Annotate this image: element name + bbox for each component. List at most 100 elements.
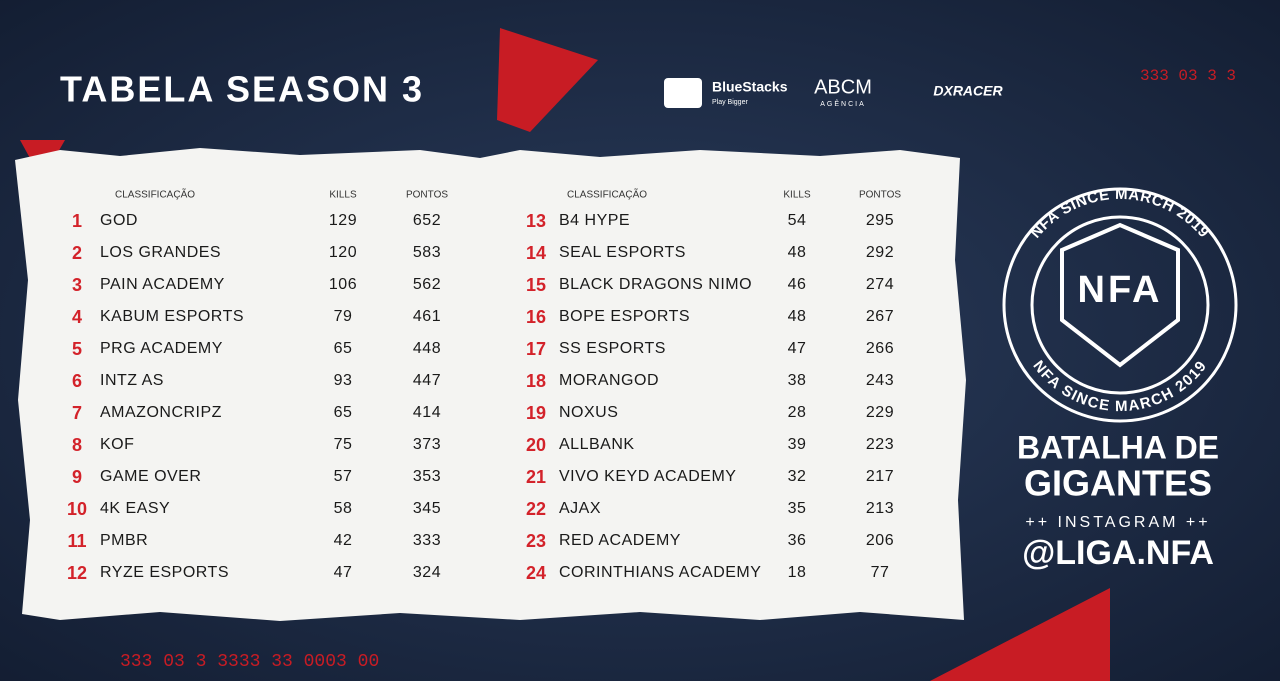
team-name: GOD: [100, 212, 138, 229]
promo-line: GIGANTES: [1024, 463, 1212, 504]
rank: 14: [526, 243, 546, 263]
rank: 10: [67, 499, 87, 519]
sponsor: DXRACER: [933, 83, 1003, 99]
badge-ring: [1030, 215, 1210, 395]
rank: 13: [526, 211, 546, 231]
points: 77: [871, 564, 890, 581]
promo-handle: @LIGA.NFA: [1022, 534, 1214, 572]
kills: 58: [334, 500, 353, 517]
kills: 54: [788, 212, 807, 229]
rank: 5: [72, 339, 82, 359]
kills: 18: [788, 564, 807, 581]
kills: 47: [788, 340, 807, 357]
points: 266: [866, 340, 894, 357]
kills: 35: [788, 500, 807, 517]
team-name: RYZE ESPORTS: [100, 564, 229, 581]
team-name: BOPE ESPORTS: [559, 308, 690, 325]
kills: 38: [788, 372, 807, 389]
points: 345: [413, 500, 441, 517]
rank: 16: [526, 307, 546, 327]
rank: 21: [526, 467, 546, 487]
column-header: KILLS: [329, 190, 357, 201]
team-name: NOXUS: [559, 404, 618, 421]
kills: 42: [334, 532, 353, 549]
team-name: BLACK DRAGONS NIMO: [559, 276, 752, 293]
team-name: LOS GRANDES: [100, 244, 221, 261]
points: 461: [413, 308, 441, 325]
team-name: MORANGOD: [559, 372, 659, 389]
kills: 39: [788, 436, 807, 453]
points: 652: [413, 212, 441, 229]
rank: 18: [526, 371, 546, 391]
team-name: PAIN ACADEMY: [100, 276, 225, 293]
points: 217: [866, 468, 894, 485]
rank: 3: [72, 275, 82, 295]
paper-panel: [15, 148, 966, 621]
code-text: 333 03 3 3: [1140, 67, 1236, 85]
title: TABELA SEASON 3: [60, 69, 424, 110]
kills: 65: [334, 340, 353, 357]
rank: 8: [72, 435, 82, 455]
sponsor-tagline: Play Bigger: [712, 99, 748, 106]
kills: 75: [334, 436, 353, 453]
points: 414: [413, 404, 441, 421]
points: 267: [866, 308, 894, 325]
kills: 48: [788, 244, 807, 261]
kills: 65: [334, 404, 353, 421]
kills: 93: [334, 372, 353, 389]
rank: 24: [526, 563, 546, 583]
points: 373: [413, 436, 441, 453]
red-shape: [930, 588, 1110, 681]
points: 324: [413, 564, 441, 581]
points: 562: [413, 276, 441, 293]
kills: 47: [334, 564, 353, 581]
rank: 17: [526, 339, 546, 359]
rank: 2: [72, 243, 82, 263]
rank: 7: [72, 403, 82, 423]
points: 583: [413, 244, 441, 261]
column-header: CLASSIFICAÇÃO: [567, 188, 647, 201]
team-name: PRG ACADEMY: [100, 340, 223, 357]
team-name: CORINTHIANS ACADEMY: [559, 564, 761, 581]
column-header: CLASSIFICAÇÃO: [115, 188, 195, 201]
team-name: PMBR: [100, 532, 148, 549]
rank: 6: [72, 371, 82, 391]
promo-line: BATALHA DE: [1017, 429, 1219, 465]
points: 274: [866, 276, 894, 293]
team-name: GAME OVER: [100, 468, 201, 485]
badge-ring: [1002, 187, 1238, 423]
team-name: ALLBANK: [559, 436, 635, 453]
team-name: AMAZONCRIPZ: [100, 404, 222, 421]
team-name: AJAX: [559, 500, 601, 517]
team-name: INTZ AS: [100, 372, 164, 389]
rank: 4: [72, 307, 82, 327]
sponsor-sub: AGÊNCIA: [820, 99, 866, 108]
kills: 48: [788, 308, 807, 325]
code-text: 333 03 3 3333 33 0003 00: [120, 652, 379, 672]
points: 243: [866, 372, 894, 389]
kills: 79: [334, 308, 353, 325]
points: 292: [866, 244, 894, 261]
sponsor: BlueStacks: [712, 79, 788, 95]
kills: 120: [329, 244, 357, 261]
rank: 12: [67, 563, 87, 583]
rank: 15: [526, 275, 546, 295]
red-shape: [497, 28, 598, 132]
kills: 32: [788, 468, 807, 485]
points: 447: [413, 372, 441, 389]
kills: 129: [329, 212, 357, 229]
column-header: KILLS: [783, 190, 811, 201]
points: 213: [866, 500, 894, 517]
kills: 46: [788, 276, 807, 293]
badge-shield: [1060, 222, 1180, 368]
team-name: SEAL ESPORTS: [559, 244, 686, 261]
kills: 57: [334, 468, 353, 485]
team-name: KOF: [100, 436, 134, 453]
rank: 11: [67, 531, 86, 551]
rank: 1: [72, 211, 82, 231]
points: 223: [866, 436, 894, 453]
promo-instagram: ++ INSTAGRAM ++: [1025, 514, 1210, 531]
rank: 19: [526, 403, 546, 423]
